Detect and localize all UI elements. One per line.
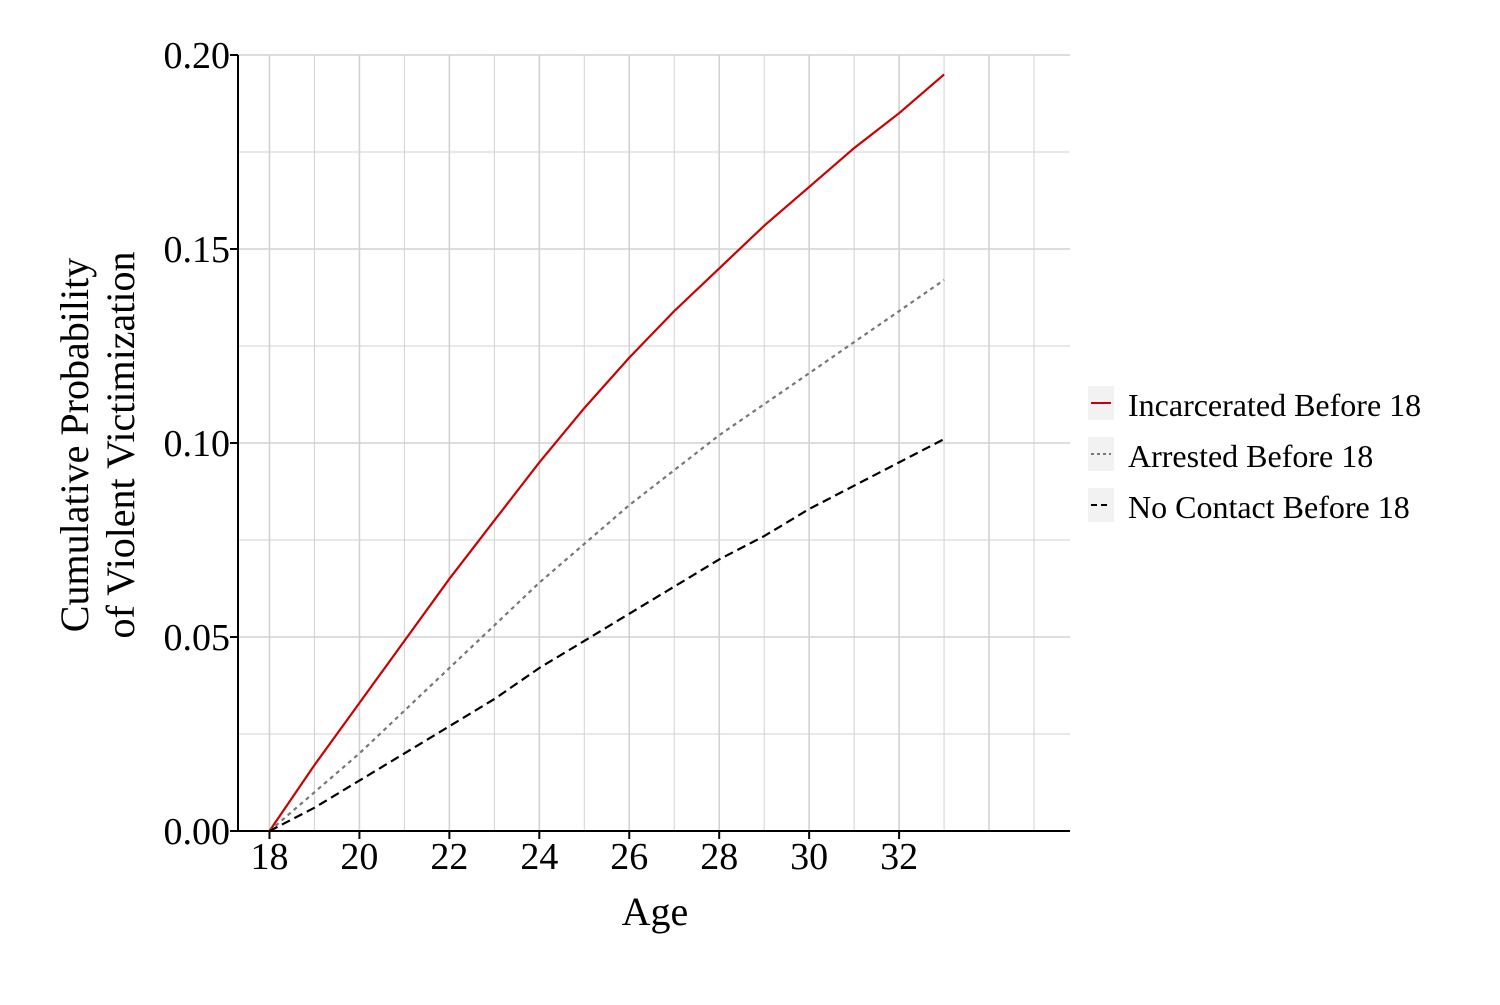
x-tick-label: 26 bbox=[610, 836, 648, 878]
legend-label: Incarcerated Before 18 bbox=[1128, 387, 1421, 423]
x-tick-label: 22 bbox=[430, 836, 468, 878]
y-tick-label: 0.10 bbox=[164, 423, 231, 465]
y-tick-label: 0.20 bbox=[164, 35, 231, 77]
y-axis-title-line1: Cumulative Probability bbox=[52, 258, 97, 632]
series-lines bbox=[268, 73, 945, 832]
y-tick-label: 0.15 bbox=[164, 229, 231, 271]
series-line-2 bbox=[268, 279, 945, 832]
x-tick-label: 30 bbox=[790, 836, 828, 878]
legend: Incarcerated Before 18 Arrested Before 18… bbox=[1088, 386, 1421, 525]
gridlines bbox=[238, 54, 1070, 832]
legend-label: Arrested Before 18 bbox=[1128, 438, 1373, 474]
x-tick-label: 24 bbox=[520, 836, 558, 878]
y-tick-label: 0.00 bbox=[164, 811, 231, 853]
series-line-1 bbox=[268, 73, 945, 832]
x-tick-label: 28 bbox=[700, 836, 738, 878]
tick-labels: 18 20 22 24 26 28 30 32 0.00 0.05 0.10 0.15 0.20 bbox=[164, 35, 919, 878]
legend-label: No Contact Before 18 bbox=[1128, 489, 1410, 525]
series-line-3 bbox=[268, 438, 945, 832]
y-tick-label: 0.05 bbox=[164, 617, 231, 659]
x-tick-label: 32 bbox=[880, 836, 918, 878]
axes bbox=[230, 54, 1070, 839]
y-axis-title-line2: of Violent Victimization bbox=[98, 252, 143, 639]
x-tick-label: 20 bbox=[340, 836, 378, 878]
x-axis-title: Age bbox=[622, 889, 689, 934]
x-tick-label: 18 bbox=[250, 836, 288, 878]
